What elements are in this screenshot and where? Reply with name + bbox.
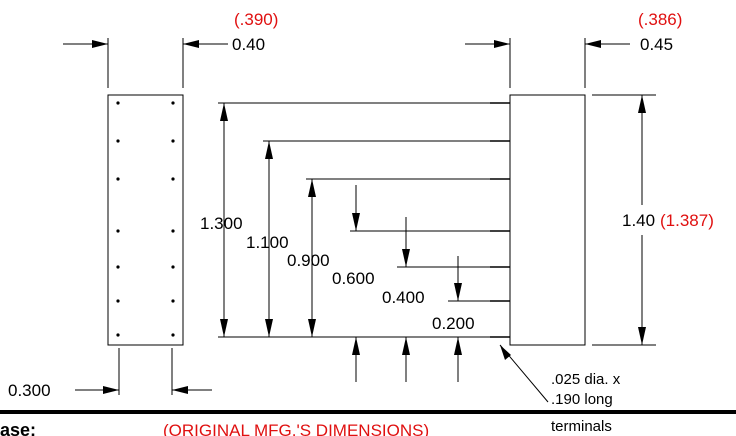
original-dimensions-note: (ORIGINAL MFG.'S DIMENSIONS) [163,421,429,436]
dimension-1100 [265,141,273,337]
height-dimension-right [592,94,656,346]
dimension-0900 [308,179,316,337]
label-backdrop [120,414,550,436]
dimension-0400 [402,217,410,382]
label-1100: 1.100 [246,233,289,252]
label-0400: 0.400 [382,288,425,307]
pin-span-dimension [75,348,212,395]
label-0200: 0.200 [432,314,475,333]
label-0600: 0.600 [332,269,375,288]
width-dimension-right [465,38,630,88]
terminal-note-leader [499,344,549,403]
pin-span-label: 0.300 [8,381,51,400]
case-label: ase: [0,420,36,436]
width-right-original: (.386) [638,10,682,29]
component-side-view [509,94,586,346]
terminal-note-line3: terminals [551,418,612,435]
dimension-0600 [352,185,360,382]
label-0900: 0.900 [287,251,330,270]
pin-dots [116,101,175,337]
divider-bar [0,410,736,414]
height-right-original: (1.387) [660,211,714,230]
height-right-label: 1.40 [622,211,655,230]
width-left-label: 0.40 [232,35,265,54]
width-right-label: 0.45 [640,35,673,54]
label-1300: 1.300 [200,214,243,233]
terminal-note-line2: .190 long [551,391,613,408]
dimension-1300 [220,103,228,337]
terminals [490,102,510,338]
width-dimension-left [63,38,228,88]
terminal-note-line1: .025 dia. x [551,371,621,388]
width-left-original: (.390) [234,10,278,29]
terminal-extension-lines [218,102,490,338]
component-front-view [107,94,184,346]
dimension-0200 [454,256,462,382]
